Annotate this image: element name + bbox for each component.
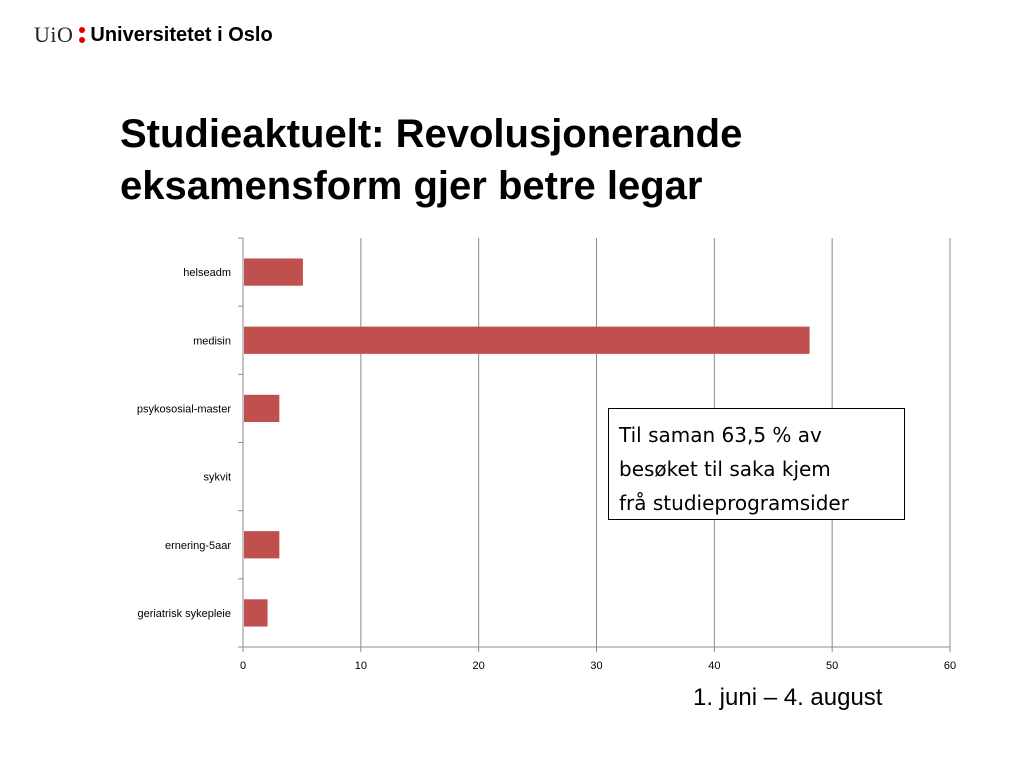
x-tick-label: 20 bbox=[473, 660, 485, 672]
x-tick-label: 0 bbox=[240, 660, 246, 672]
x-tick-label: 40 bbox=[708, 660, 720, 672]
category-label: helseadm bbox=[183, 267, 231, 279]
logo-name: Universitetet i Oslo bbox=[90, 23, 273, 46]
category-label: ernering-5aar bbox=[165, 540, 231, 552]
x-tick-label: 60 bbox=[944, 660, 956, 672]
callout-line-3: frå studieprogramsider bbox=[619, 491, 849, 515]
callout-line-2: besøket til saka kjem bbox=[619, 457, 831, 481]
bar-ernering-5aar bbox=[244, 531, 280, 559]
x-tick-label: 10 bbox=[355, 660, 367, 672]
uio-logo: UiO Universitetet i Oslo bbox=[34, 20, 273, 50]
category-label: medisin bbox=[193, 335, 231, 347]
bar-medisin bbox=[244, 326, 810, 354]
slide-title-line-1: Studieaktuelt: Revolusjonerande bbox=[120, 112, 743, 156]
bar-geriatrisk-sykepleie bbox=[244, 599, 268, 627]
category-label: sykvit bbox=[204, 472, 232, 484]
category-label: psykososial-master bbox=[137, 403, 231, 415]
slide-title-line-2: eksamensform gjer betre legar bbox=[120, 164, 703, 208]
bar-helseadm bbox=[244, 258, 303, 286]
callout-box: Til saman 63,5 % av besøket til saka kje… bbox=[608, 408, 905, 520]
logo-dots-icon bbox=[79, 27, 86, 43]
callout-line-1: Til saman 63,5 % av bbox=[619, 423, 822, 447]
bar-psykososial-master bbox=[244, 394, 280, 423]
date-period: 1. juni – 4. august bbox=[693, 684, 883, 711]
logo-prefix: UiO bbox=[34, 22, 74, 47]
x-tick-label: 30 bbox=[590, 660, 602, 672]
category-label: geriatrisk sykepleie bbox=[137, 608, 231, 620]
x-tick-label: 50 bbox=[826, 660, 838, 672]
slide-title: Studieaktuelt: Revolusjonerande eksamens… bbox=[120, 108, 940, 212]
